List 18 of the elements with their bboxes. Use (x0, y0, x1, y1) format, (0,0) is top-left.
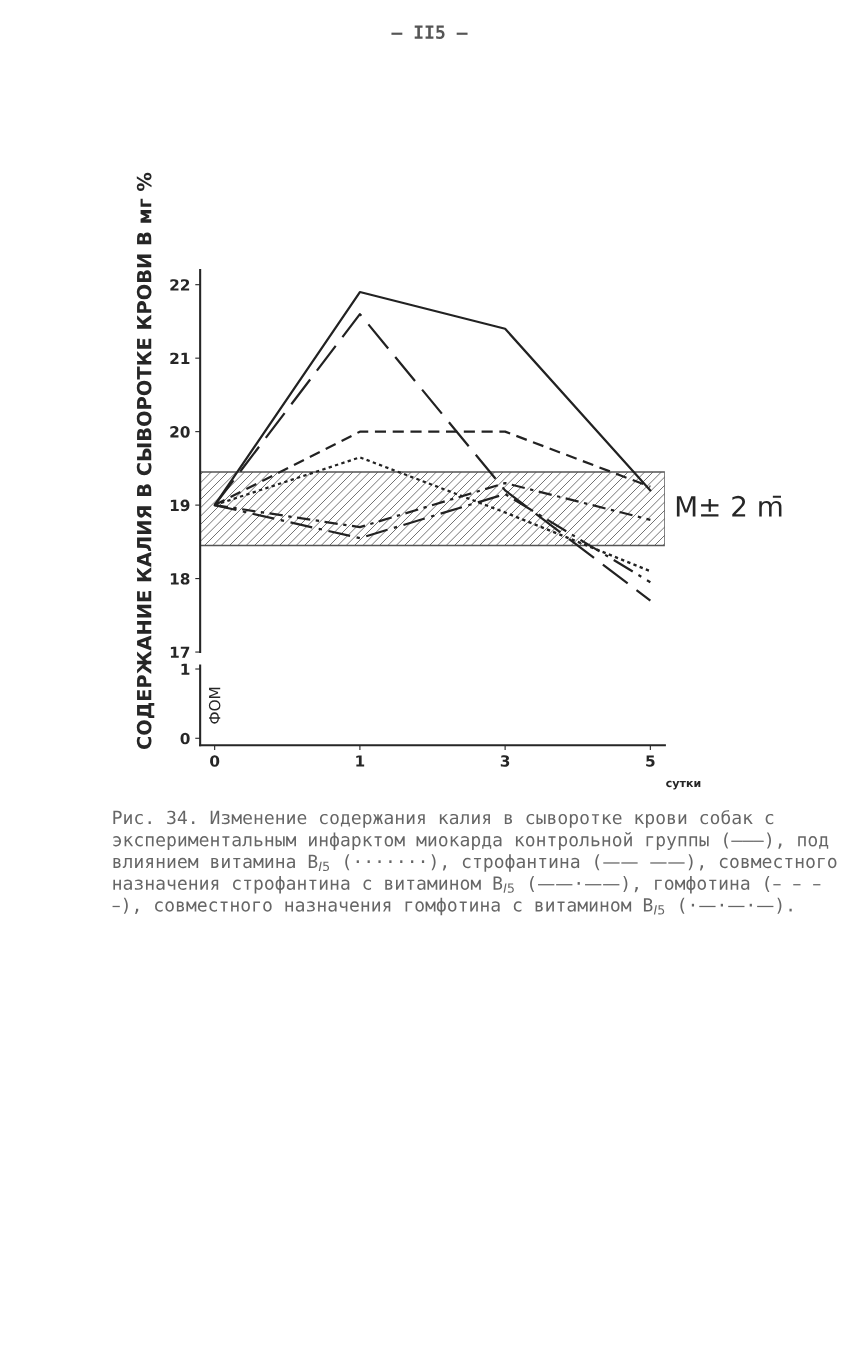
text: Рис. 34. Изменение содержания калия в сыворотке крови собак с экспериментальным инфарктом миокарда контрольной группы (———), под влиянием витамина B$_{I5}$ (·······), строфантина (—— ——), совместного назначения строфантина с витамином B$_{I5}$ (——·——), гомфотина (– – – –), совместного назначения гомфотина с витамином B$_{I5}$ (·—·—·—). (112, 810, 837, 916)
x-tick-label: 3 (500, 755, 510, 767)
x-tick-label: 5 (646, 755, 655, 767)
x-tick-label: 0 (210, 755, 220, 767)
y-tick-label: 20 (170, 426, 190, 438)
y-tick-label: 21 (170, 352, 190, 364)
y-tick-label: 19 (170, 499, 190, 512)
y-tick-label: 18 (170, 573, 190, 585)
y-axis-title: ФОМ (208, 687, 221, 724)
y-tick-label: 17 (170, 646, 190, 658)
y-tick-label: 22 (170, 279, 190, 291)
y-axis-title: СОДЕРЖАНИЕ КАЛИЯ В СЫВОРОТКЕ КРОВИ В мг % (136, 172, 155, 750)
x-tick-label: 1 (356, 755, 365, 767)
x-axis-title: сутки (666, 780, 701, 790)
text: – II5 – (391, 25, 468, 39)
y-tick-label: 0 (180, 732, 190, 745)
band-label: M± 2 m̄ (676, 495, 782, 517)
y-tick-label: 1 (181, 663, 190, 675)
